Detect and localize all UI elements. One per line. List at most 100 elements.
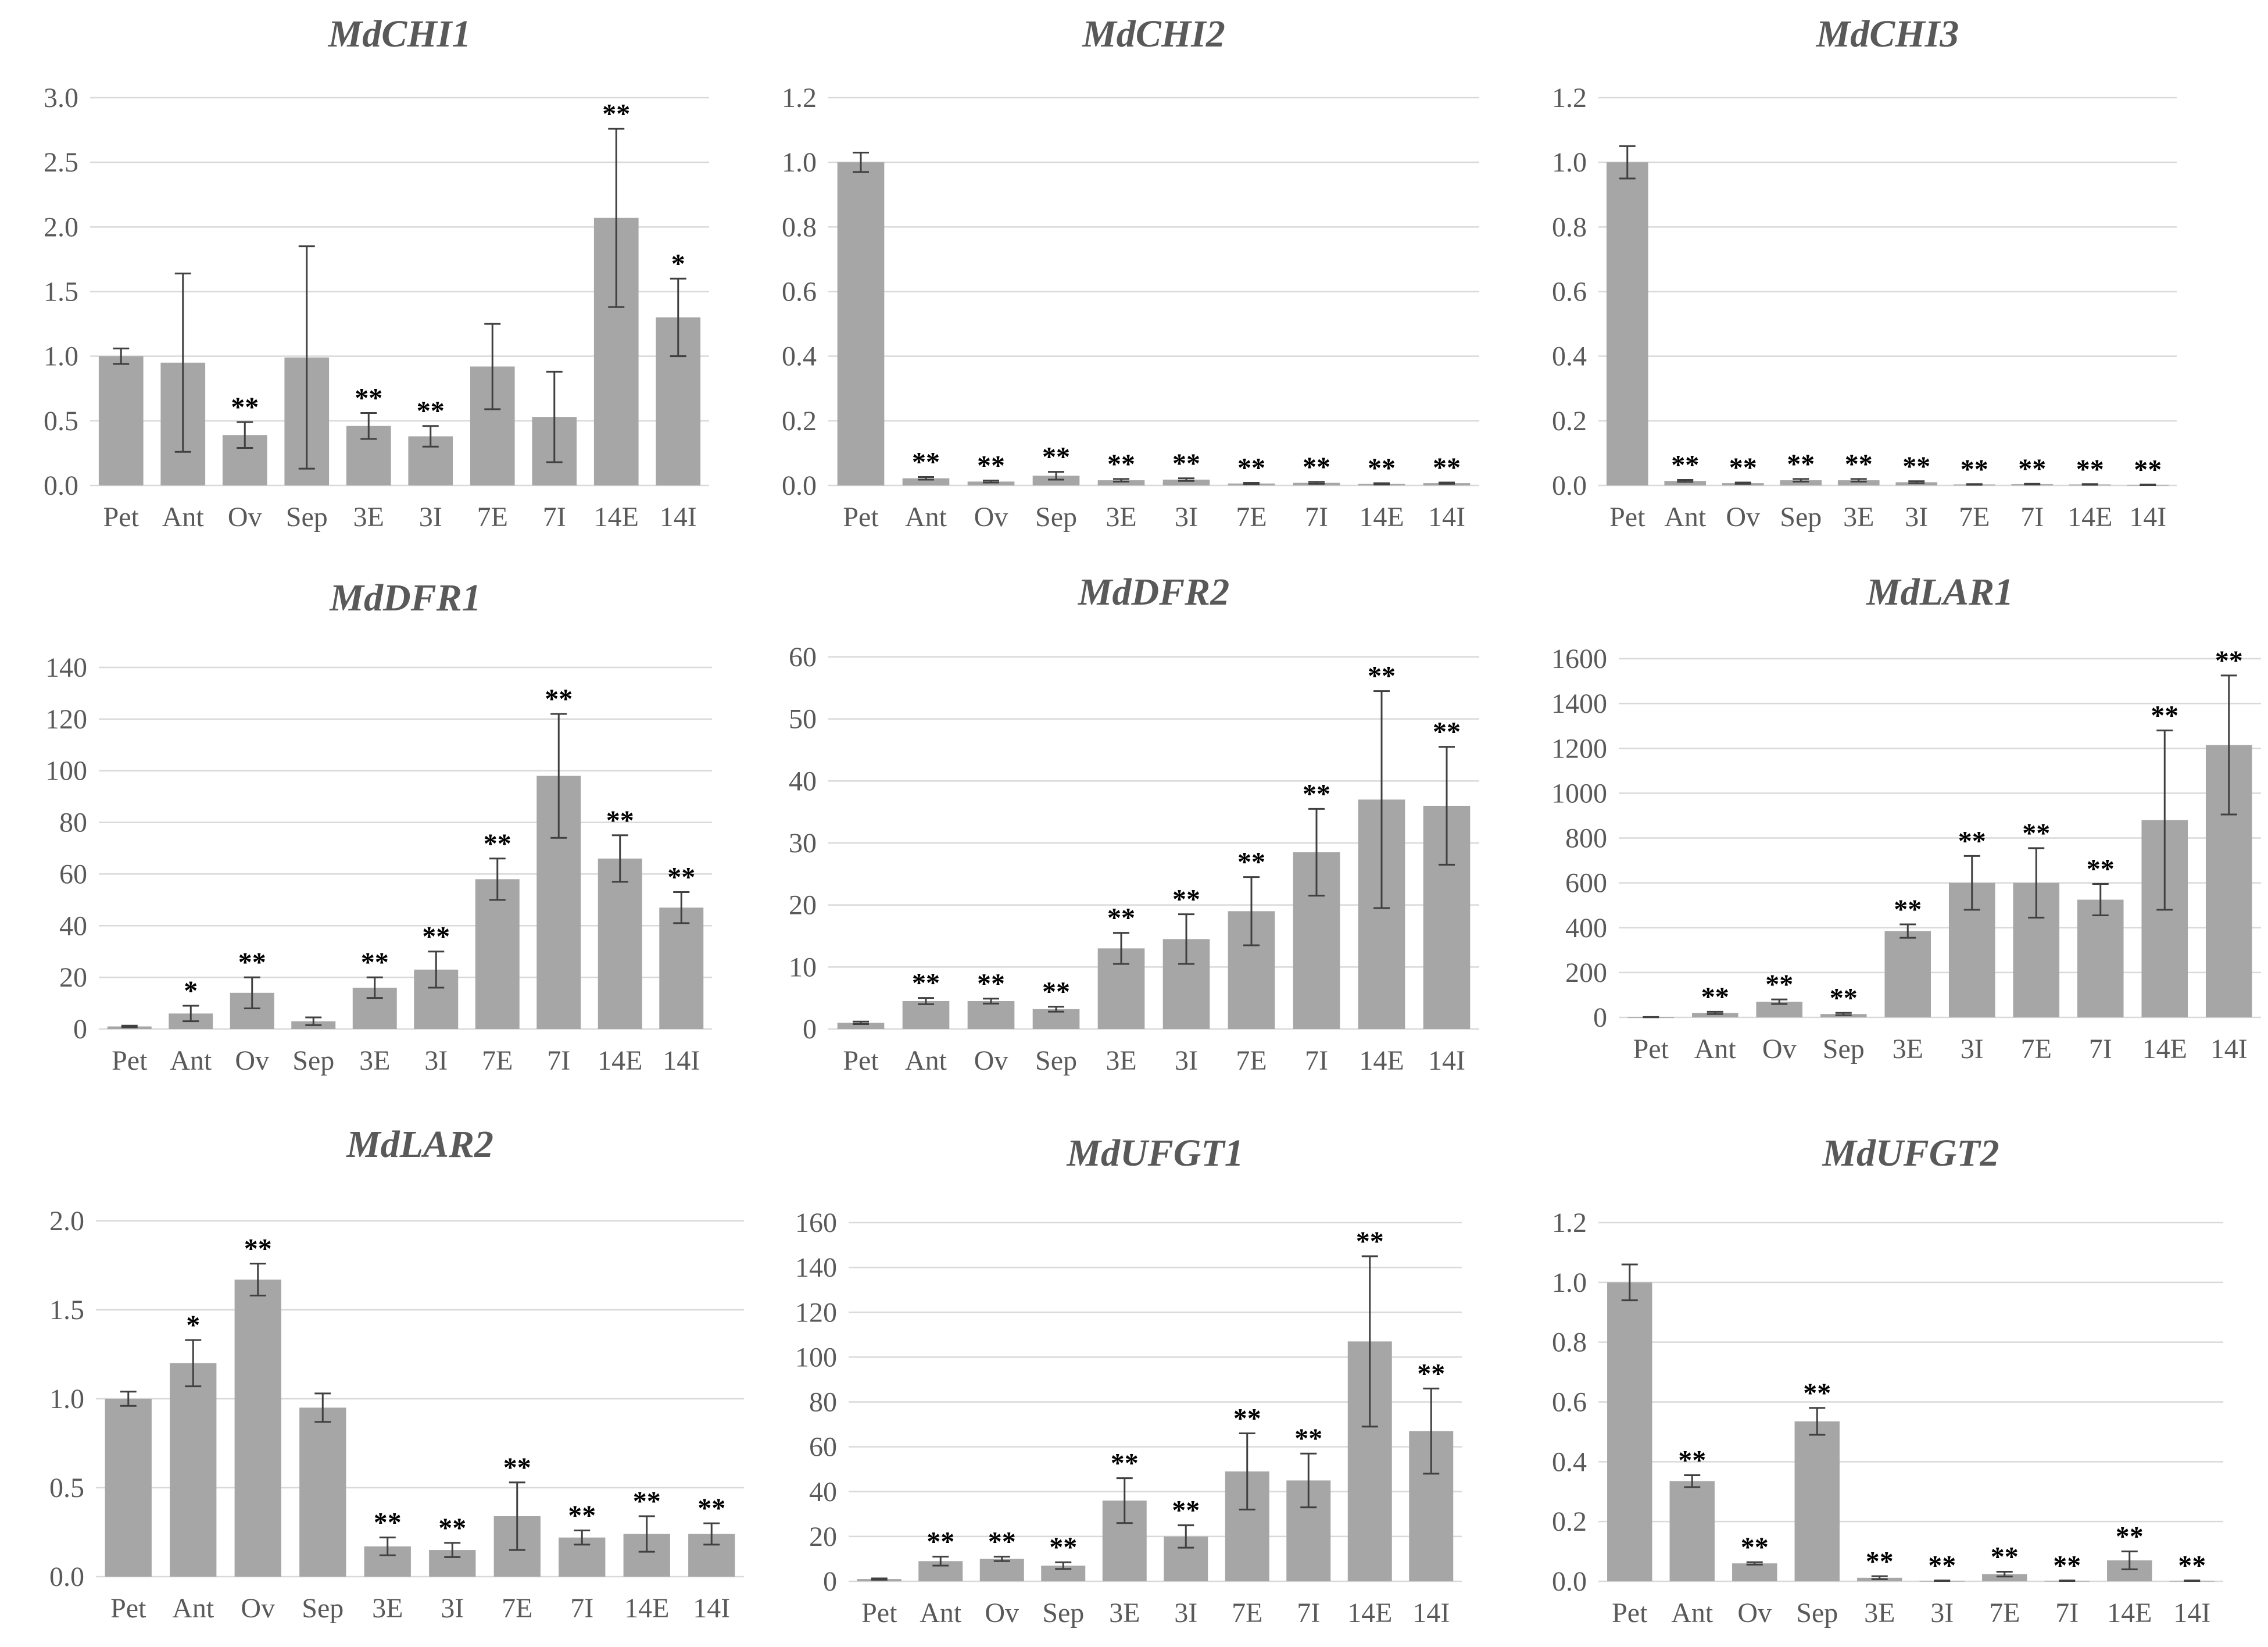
error-bar [1308,808,1325,897]
x-tick-label: Ant [162,502,205,533]
significance-mark: ** [1303,452,1330,483]
chart-title: MdUFGT2 [1822,1132,1999,1174]
error-bar [509,1481,525,1551]
y-tick-label: 0.0 [1552,470,1587,501]
chart-title: MdUFGT1 [1066,1132,1243,1174]
significance-mark: * [186,1310,200,1341]
error-bar [871,1577,888,1581]
significance-mark: ** [2116,1521,2144,1552]
chart-panel-mddfr1: MdDFR1 0 20 40 60 80 100 120 140 Pet * Ant ** Ov Sep **… [45,577,712,1076]
x-tick-label: Sep [1823,1034,1865,1064]
error-bar [1178,477,1194,482]
x-tick-label: Ant [172,1593,214,1624]
x-tick-label: Pet [1633,1034,1669,1064]
significance-mark: ** [2053,1550,2081,1581]
chart-panel-mdchi2: MdCHI2 0.0 0.2 0.4 0.6 0.8 1.0 1.2 Pet ** Ant ** Ov *… [782,13,1479,533]
error-bar [1899,923,1916,939]
y-tick-label: 1.0 [1552,147,1587,178]
significance-mark: ** [2151,700,2178,731]
bar [1162,479,1210,485]
significance-mark: ** [977,969,1005,999]
x-tick-label: Pet [1609,502,1645,533]
x-tick-label: 14E [598,1045,642,1076]
error-bar [444,1542,461,1558]
error-bar [983,998,999,1005]
significance-mark: ** [1894,894,1922,925]
x-tick-label: Pet [1612,1598,1648,1628]
error-bar [1048,1006,1064,1013]
significance-mark: ** [1928,1550,1956,1581]
x-tick-label: Sep [1035,502,1077,533]
error-bar [2220,674,2237,816]
x-tick-label: Ov [985,1598,1019,1628]
error-bar [249,1262,266,1297]
x-tick-label: 7I [1305,502,1328,533]
x-tick-label: Pet [103,502,139,533]
x-tick-label: 3E [1109,1598,1140,1628]
bar [1606,162,1648,486]
x-tick-label: Ov [974,1045,1008,1076]
x-tick-label: 7I [2055,1598,2079,1628]
x-tick-label: Sep [1042,1598,1084,1628]
y-tick-label: 20 [789,890,817,921]
error-bar [1850,478,1867,483]
x-tick-label: 7E [1236,502,1267,533]
error-bar [1619,145,1636,180]
y-tick-label: 160 [795,1207,837,1238]
significance-mark: ** [1701,981,1729,1012]
y-tick-label: 60 [809,1432,837,1463]
x-tick-label: 14E [1347,1598,1392,1628]
error-bar [1178,913,1194,965]
y-tick-label: 40 [809,1477,837,1507]
y-tick-label: 10 [789,952,817,983]
chart-title: MdDFR2 [1078,571,1229,613]
significance-mark: ** [1237,453,1265,484]
x-tick-label: Ant [1671,1598,1713,1628]
bar [837,1023,885,1029]
chart-title: MdCHI3 [1816,13,1959,55]
bar [837,162,885,486]
chart-panel-mdlar1: MdLAR1 0 200 400 600 800 1000 1200 1400 1600 Pet **… [1551,571,2261,1064]
significance-mark: ** [1111,1448,1139,1479]
x-tick-label: 3I [419,502,442,533]
x-tick-label: 3I [1930,1598,1954,1628]
y-tick-label: 100 [795,1342,837,1373]
x-tick-label: 14I [663,1045,700,1076]
error-bar [673,891,690,924]
error-bar [2184,1579,2201,1582]
error-bar [1934,1579,1951,1582]
x-tick-label: 7I [1305,1045,1328,1076]
x-tick-label: 7E [1232,1598,1262,1628]
bar [659,908,704,1029]
error-bar [1300,1452,1317,1509]
x-tick-label: 7E [1236,1045,1267,1076]
x-tick-label: Ant [1664,502,1707,533]
x-tick-label: 7E [482,1045,513,1076]
bar [1780,480,1822,485]
bar [1691,1013,1738,1017]
error-bar [993,1556,1010,1562]
x-tick-label: 3E [1106,502,1136,533]
x-tick-label: Ant [1694,1034,1737,1064]
x-tick-label: 14I [1428,1045,1465,1076]
bar [979,1559,1024,1581]
y-tick-label: 1.2 [1552,1207,1587,1238]
chart-panel-mddfr2: MdDFR2 0 10 20 30 40 50 60 Pet ** Ant ** Ov ** Sep ** 3E… [789,571,1479,1076]
error-bar [608,127,625,308]
x-tick-label: 14I [693,1593,730,1624]
error-bar [1908,480,1925,484]
significance-mark: ** [697,1493,725,1524]
y-tick-label: 0.5 [44,406,78,437]
y-tick-label: 1.5 [49,1295,84,1326]
error-bar [422,425,439,448]
x-tick-label: Sep [1035,1045,1077,1076]
significance-mark: ** [1356,1226,1384,1257]
x-tick-label: 3I [424,1045,448,1076]
significance-mark: ** [1233,1403,1261,1434]
bar [598,858,642,1029]
y-tick-label: 80 [59,808,87,838]
error-bar [2121,1550,2138,1570]
y-tick-label: 2.5 [44,147,78,178]
x-tick-label: Sep [1796,1598,1838,1628]
